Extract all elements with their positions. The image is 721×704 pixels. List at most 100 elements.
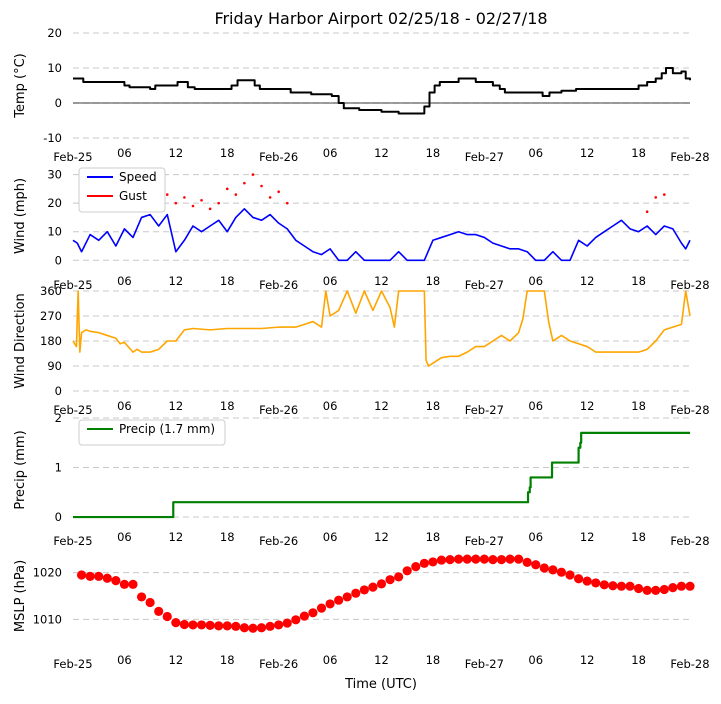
mslp-point — [205, 620, 215, 631]
temp-x-tick-label: Feb-25 — [53, 150, 92, 164]
mslp-point — [342, 592, 352, 602]
dir-y-tick-label: 0 — [55, 384, 62, 398]
mslp-point — [522, 557, 532, 568]
mslp-point — [274, 620, 284, 630]
mslp-point — [265, 621, 275, 631]
wind-x-tick-label: 18 — [426, 274, 441, 288]
wind-gust-point — [662, 193, 666, 196]
wind-x-tick-label: Feb-27 — [465, 278, 504, 292]
precip-x-tick-label: 12 — [580, 530, 595, 544]
wind-y-tick-label: 20 — [47, 196, 62, 210]
dir-y-tick-label: 90 — [47, 359, 62, 373]
mslp-point — [573, 574, 584, 584]
temp-x-tick-label: Feb-28 — [670, 150, 709, 164]
precip-x-tick-label: Feb-26 — [259, 534, 298, 548]
mslp-point — [239, 623, 249, 633]
mslp-point — [376, 579, 387, 589]
precip-x-tick-label: 12 — [374, 530, 389, 544]
mslp-point — [188, 620, 198, 630]
mslp-point — [162, 611, 172, 622]
mslp-point — [154, 606, 164, 617]
wind-y-tick-label: 30 — [47, 168, 62, 182]
mslp-point — [325, 599, 335, 609]
temp-x-tick-label: 12 — [169, 146, 184, 160]
dir-x-tick-label: 06 — [528, 399, 543, 413]
wind-gust-point — [217, 201, 220, 205]
wind-gust-point — [260, 184, 263, 188]
dir-x-tick-label: 12 — [580, 399, 595, 413]
wind-y-tick-label: 10 — [47, 225, 62, 239]
mslp-point — [685, 581, 695, 591]
mslp-point — [368, 582, 378, 592]
mslp-x-tick-label: Feb-26 — [259, 657, 298, 671]
wind-gust-point — [225, 187, 229, 191]
mslp-point — [633, 583, 644, 594]
mslp-point — [565, 570, 575, 580]
mslp-point — [334, 595, 344, 605]
dir-x-tick-label: 18 — [426, 399, 441, 413]
mslp-point — [196, 620, 207, 630]
precip-legend-label: Precip (1.7 mm) — [119, 422, 215, 436]
precip-x-tick-label: 12 — [169, 530, 184, 544]
precip-x-tick-label: Feb-28 — [670, 534, 709, 548]
wind-gust-point — [654, 196, 658, 199]
wind-gust-point — [285, 201, 289, 205]
mslp-point — [145, 597, 155, 608]
mslp-x-tick-label: 06 — [528, 653, 543, 667]
mslp-x-tick-label: 06 — [117, 653, 132, 667]
mslp-point — [556, 567, 567, 577]
mslp-point — [668, 583, 678, 593]
mslp-point — [308, 608, 318, 618]
precip-x-tick-label: Feb-27 — [465, 534, 504, 548]
wind-gust-point — [208, 207, 212, 211]
temp-y-tick-label: 10 — [47, 61, 62, 75]
mslp-point — [248, 623, 258, 633]
mslp-point — [676, 581, 687, 591]
temp-series-line — [73, 67, 691, 115]
mslp-point — [436, 555, 447, 565]
mslp-point — [539, 563, 549, 573]
mslp-point — [488, 555, 498, 565]
mslp-point — [591, 578, 601, 588]
dir-x-tick-label: Feb-25 — [53, 403, 92, 417]
wind-gust-point — [234, 193, 238, 196]
mslp-point — [85, 571, 95, 582]
precip-x-tick-label: 06 — [323, 530, 338, 544]
wind-x-tick-label: 18 — [220, 274, 235, 288]
mslp-point — [462, 554, 472, 564]
temp-x-tick-label: 12 — [374, 146, 389, 160]
wind-gust-point — [191, 204, 195, 208]
dir-y-axis-label: Wind Direction — [13, 293, 28, 389]
temp-x-tick-label: 06 — [323, 146, 338, 160]
dir-x-tick-label: 06 — [323, 399, 338, 413]
mslp-point — [231, 621, 241, 631]
wind-gust-point — [277, 190, 280, 194]
wind-x-tick-label: 06 — [117, 274, 132, 288]
mslp-point — [651, 585, 661, 596]
mslp-y-tick-label: 1010 — [33, 612, 62, 626]
mslp-point — [214, 621, 224, 631]
mslp-point — [496, 555, 507, 565]
mslp-point — [94, 571, 104, 582]
wind-x-tick-label: 12 — [169, 274, 184, 288]
wind-legend-box — [78, 167, 166, 213]
chart-title: Friday Harbor Airport 02/25/18 - 02/27/1… — [214, 9, 547, 28]
x-axis-label: Time (UTC) — [344, 677, 417, 692]
dir-y-tick-label: 360 — [40, 284, 62, 298]
temp-y-tick-label: 20 — [47, 26, 62, 40]
temp-x-tick-label: 12 — [580, 146, 595, 160]
mslp-point — [608, 581, 618, 591]
mslp-point — [359, 585, 369, 595]
dir-x-tick-label: 06 — [117, 399, 132, 413]
dir-x-tick-label: Feb-26 — [259, 403, 298, 417]
wind-x-tick-label: 12 — [374, 274, 389, 288]
mslp-point — [222, 621, 232, 631]
temp-y-tick-label: -10 — [43, 131, 62, 145]
wind-x-tick-label: 06 — [528, 274, 543, 288]
wind-y-axis-label: Wind (mph) — [13, 178, 28, 254]
mslp-point — [659, 584, 669, 595]
mslp-point — [599, 580, 609, 590]
mslp-point — [128, 579, 138, 589]
